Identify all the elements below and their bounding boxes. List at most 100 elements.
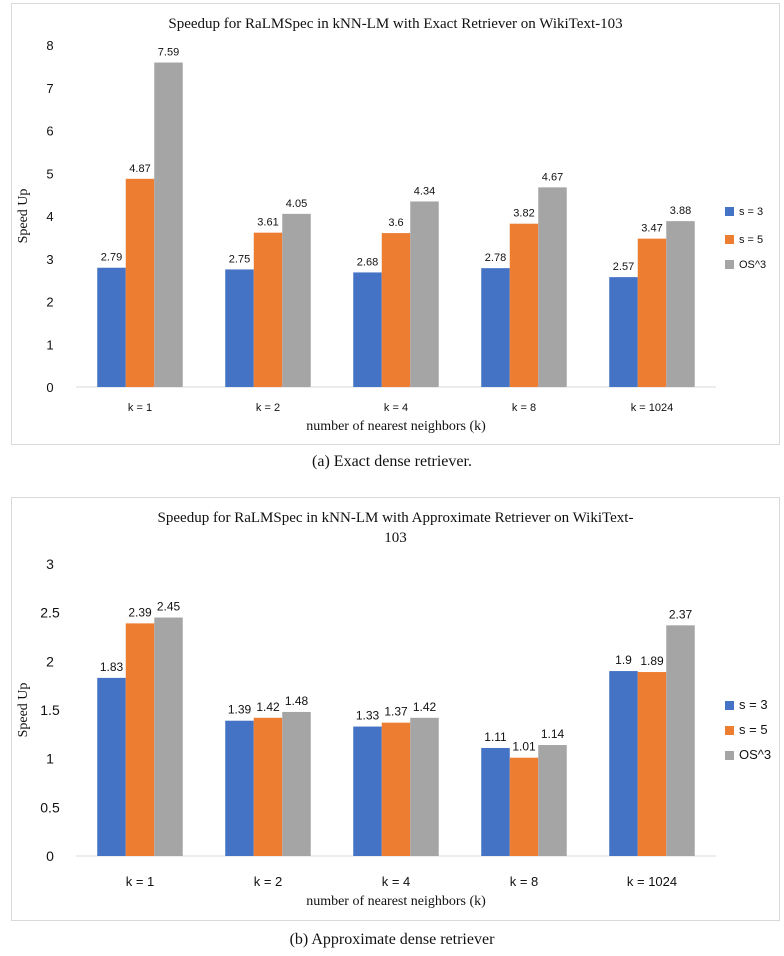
data-label: 4.87 [129,163,150,175]
bar-s5-2 [381,722,411,856]
data-label: 1.14 [541,727,565,741]
bar-s3-2 [353,272,382,387]
legend-swatch-s5 [725,726,734,735]
bar-os3-3 [538,187,567,387]
data-label: 2.79 [101,252,122,264]
x-category-label: k = 1 [128,402,152,414]
y-tick-label: 1 [46,337,53,352]
legend-swatch-os3 [725,751,734,760]
data-label: 4.05 [286,198,307,210]
y-tick-label: 6 [46,124,53,139]
bar-s3-0 [97,677,126,856]
bar-s5-3 [509,757,539,856]
bar-s5-1 [253,232,283,387]
y-axis-label: Speed Up [16,189,31,244]
data-label: 1.42 [413,700,437,714]
bar-os3-2 [410,201,439,387]
bar-os3-1 [282,213,311,387]
data-label: 1.37 [384,705,408,719]
data-label: 1.42 [256,700,280,714]
chart-panel-approximate: Speedup for RaLMSpec in kNN-LM with Appr… [11,497,780,921]
legend-swatch-s5 [725,235,734,244]
bar-s5-2 [381,233,411,387]
x-category-label: k = 8 [510,874,539,889]
data-label: 2.75 [229,253,250,265]
x-category-label: k = 1024 [627,874,677,889]
bar-s5-0 [125,623,155,856]
x-axis-label: number of nearest neighbors (k) [306,419,486,434]
caption-exact: (a) Exact dense retriever. [312,453,472,470]
bar-s5-1 [253,717,283,856]
bar-s5-4 [637,672,667,856]
data-label: 2.57 [613,261,634,273]
bar-os3-3 [538,745,567,856]
data-label: 3.61 [257,217,278,229]
data-label: 1.9 [615,653,632,667]
data-label: 1.11 [484,730,507,744]
x-category-label: k = 2 [256,402,280,414]
bar-os3-1 [282,711,311,856]
x-category-label: k = 4 [384,402,408,414]
bar-s3-1 [225,720,254,856]
y-tick-label: 8 [46,38,53,53]
y-tick-label: 2 [46,653,54,669]
chart-exact-retriever: Speedup for RaLMSpec in kNN-LM with Exac… [16,16,766,434]
chart-title: 103 [384,530,407,546]
bar-s3-2 [353,726,382,856]
y-tick-label: 2 [46,295,53,310]
bar-os3-0 [154,617,183,856]
legend-label: OS^3 [739,259,766,271]
bar-os3-2 [410,717,439,856]
data-label: 3.88 [670,205,691,217]
bar-s3-3 [481,747,510,856]
legend-label: s = 3 [739,697,768,712]
y-axis-label: Speed Up [16,683,31,738]
chart-title: Speedup for RaLMSpec in kNN-LM with Appr… [158,510,634,526]
bar-s3-1 [225,269,254,387]
data-label: 3.6 [388,217,403,229]
y-tick-label: 0 [46,380,53,395]
bar-s3-4 [609,277,638,387]
data-label: 1.01 [512,740,536,754]
y-tick-label: 7 [46,81,53,96]
bar-s3-3 [481,268,510,387]
bar-os3-0 [154,62,183,388]
chart-panel-exact: Speedup for RaLMSpec in kNN-LM with Exac… [11,3,780,445]
data-label: 2.78 [485,252,506,264]
data-label: 1.89 [640,654,664,668]
data-label: 2.45 [157,600,181,614]
data-label: 1.83 [100,660,124,674]
legend-label: s = 5 [739,722,768,737]
legend-label: s = 5 [739,234,763,246]
legend-swatch-os3 [725,260,734,269]
y-tick-label: 2.5 [40,605,60,621]
chart-approximate-retriever: Speedup for RaLMSpec in kNN-LM with Appr… [16,510,771,909]
data-label: 7.59 [158,47,179,59]
y-tick-label: 0 [46,848,54,864]
data-label: 1.33 [356,709,380,723]
x-category-label: k = 2 [254,874,283,889]
bar-os3-4 [666,221,695,387]
data-label: 2.37 [669,607,693,621]
legend-swatch-s3 [725,207,734,216]
bar-s5-3 [509,223,539,387]
x-category-label: k = 8 [512,402,536,414]
y-tick-label: 0.5 [40,799,60,815]
x-category-label: k = 4 [382,874,411,889]
bar-s3-0 [97,267,126,387]
y-tick-label: 1 [46,751,54,767]
x-axis-label: number of nearest neighbors (k) [306,894,486,909]
x-category-label: k = 1024 [631,402,674,414]
legend-label: s = 3 [739,206,763,218]
bar-s5-0 [125,178,155,387]
y-tick-label: 5 [46,166,53,181]
y-tick-label: 3 [46,556,54,572]
data-label: 4.34 [414,185,435,197]
data-label: 1.39 [228,703,252,717]
data-label: 2.68 [357,256,378,268]
y-tick-label: 3 [46,252,53,267]
legend-swatch-s3 [725,701,734,710]
bar-s5-4 [637,238,667,387]
data-label: 1.48 [285,694,309,708]
data-label: 2.39 [128,605,152,619]
